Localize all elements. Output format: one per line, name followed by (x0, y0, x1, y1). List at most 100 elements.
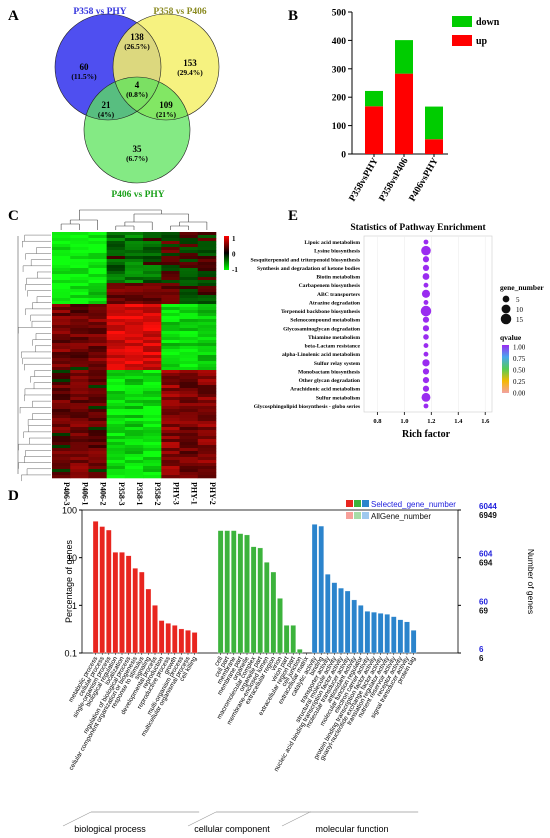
heatmap-cell (179, 439, 199, 443)
heatmap-cell (143, 406, 162, 410)
heatmap-cell (52, 364, 71, 368)
heatmap-cell (197, 472, 217, 476)
heatmap-cell (124, 376, 144, 380)
heatmap-cell (70, 397, 89, 401)
heatmap-cell (197, 283, 217, 287)
heatmap-cell (106, 286, 126, 290)
heatmap-cell (124, 448, 144, 452)
heatmap-cell (106, 454, 126, 458)
heatmap-cell (88, 424, 107, 428)
heatmap-cell (161, 277, 180, 281)
heatmap-cell (197, 274, 217, 278)
heatmap-cell (124, 403, 144, 407)
heatmap-cell (197, 358, 217, 362)
heatmap-cell (106, 469, 126, 473)
heatmap-cell (179, 280, 199, 284)
heatmap-cell (70, 319, 89, 323)
heatmap-cell (52, 304, 71, 308)
size-legend-label: 10 (516, 306, 524, 314)
heatmap-cell (106, 475, 126, 479)
heatmap-cell (197, 364, 217, 368)
heatmap-cell (161, 271, 180, 275)
heatmap-cell (161, 295, 180, 299)
heatmap-cell (52, 328, 71, 332)
heatmap-cell (143, 358, 162, 362)
heatmap-cell (179, 289, 199, 293)
go-bar (277, 598, 283, 654)
heatmap-cell (179, 343, 199, 347)
heatmap-cell (52, 262, 71, 266)
row-dendrogram-branch (24, 364, 51, 371)
heatmap-cell (179, 436, 199, 440)
heatmap-cell (161, 316, 180, 320)
heatmap-cell (197, 433, 217, 437)
heatmap-cell (88, 340, 107, 344)
venn-region-count: 4 (135, 80, 140, 90)
row-dendrogram-branch (24, 456, 51, 463)
heatmap-cell (88, 259, 107, 263)
go-bar (351, 599, 357, 654)
heatmap-cell (124, 439, 144, 443)
heatmap-cell (88, 379, 107, 383)
heatmap-cell (88, 268, 107, 272)
heatmap-cell (106, 415, 126, 419)
heatmap-cell (70, 235, 89, 239)
heatmap-cell (197, 271, 217, 275)
go-group-label: cellular component (194, 824, 270, 834)
legend-swatch (346, 512, 353, 519)
heatmap-cell (161, 307, 180, 311)
heatmap-cell (106, 259, 126, 263)
go-bar (191, 632, 198, 654)
pathway-dot (422, 256, 430, 263)
heatmap-cell (88, 370, 107, 374)
go-bar (152, 605, 158, 654)
venn-set-label-3: P406 vs PHY (111, 190, 164, 200)
heatmap-cell (70, 457, 89, 461)
heatmap-cell (88, 316, 107, 320)
heatmap-cell (106, 244, 126, 248)
venn-region-pct: (29.4%) (177, 68, 203, 77)
heatmap-cell (124, 283, 144, 287)
row-dendrogram-branch (25, 253, 51, 260)
heatmap-cell (161, 409, 180, 413)
heatmap-cell (70, 436, 89, 440)
x-tick-label: P358vsP406 (378, 156, 411, 203)
go-bar (391, 616, 397, 654)
heatmap-cell (88, 400, 107, 404)
heatmap-cell (161, 421, 180, 425)
heatmap-cell (70, 442, 89, 446)
go-bar (92, 521, 99, 654)
heatmap-column-label: PHY-3 (171, 482, 180, 505)
heatmap-cell (70, 274, 89, 278)
heatmap-cell (179, 307, 199, 311)
heatmap-cell (106, 427, 126, 431)
heatmap-cell (143, 421, 162, 425)
go-bar (318, 525, 324, 654)
heatmap-cell (143, 457, 162, 461)
heatmap-cell (124, 334, 144, 338)
heatmap-cell (88, 412, 107, 416)
heatmap-cell (106, 442, 126, 446)
bar-chart-b: 0 100 200 300 400 500 P358vsPHYP358vsP406P406v… (332, 9, 500, 204)
y-right-tick-selected: 60 (479, 597, 488, 606)
heatmap-cell (88, 325, 107, 329)
go-bar (106, 529, 112, 654)
heatmap-cell (161, 247, 180, 251)
group-bracket-slant (281, 811, 311, 827)
heatmap-cell (124, 247, 144, 251)
heatmap-cell (124, 442, 144, 446)
go-bar (338, 587, 344, 654)
heatmap-cell (106, 373, 126, 377)
heatmap-cell (179, 379, 199, 383)
heatmap-cell (143, 427, 162, 431)
plot-area (363, 235, 493, 413)
heatmap-cell (143, 340, 162, 344)
heatmap-cell (197, 310, 217, 314)
heatmap-cell (70, 313, 89, 317)
go-bar (331, 582, 338, 654)
heatmap-cell (161, 430, 180, 434)
heatmap-cell (197, 319, 217, 323)
heatmap-cell (70, 427, 89, 431)
heatmap-column-label: P406-1 (80, 482, 89, 506)
venn-outline-2 (112, 13, 220, 121)
